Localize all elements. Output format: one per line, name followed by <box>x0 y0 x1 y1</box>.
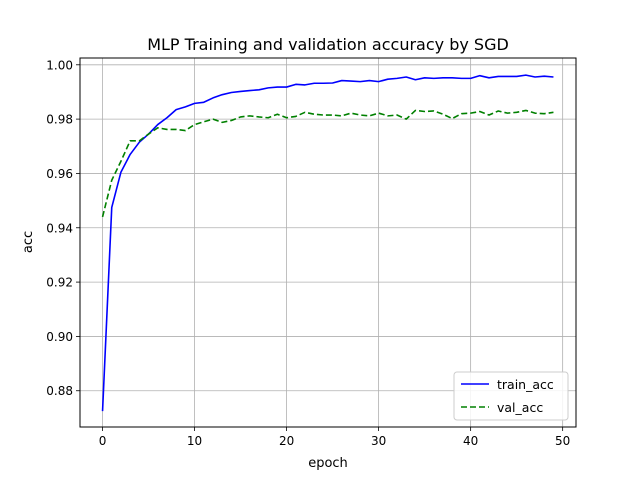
legend-label-val-acc: val_acc <box>497 400 543 415</box>
y-tick-label: 0.94 <box>46 221 73 235</box>
y-tick-label: 0.96 <box>46 167 73 181</box>
y-tick-label: 0.90 <box>46 330 73 344</box>
y-tick-label: 1.00 <box>46 58 73 72</box>
x-tick-label: 40 <box>463 434 478 448</box>
series-line-train-acc <box>101 74 554 412</box>
x-tick-label: 50 <box>555 434 570 448</box>
legend-label-train-acc: train_acc <box>497 377 554 392</box>
x-tick-label: 0 <box>99 434 107 448</box>
y-tick-label: 0.98 <box>46 113 73 127</box>
y-tick-label: 0.92 <box>46 276 73 290</box>
series-line-val-acc <box>101 109 554 218</box>
axis-ticks: 0 10 20 30 40 50 0.88 0.90 0.92 0.94 0.96 0.98 1.00 <box>46 58 570 448</box>
plot-area-frame <box>79 57 577 428</box>
x-tick-label: 10 <box>187 434 202 448</box>
plot-series <box>101 74 554 412</box>
chart-legend: train_acc val_acc <box>453 371 569 421</box>
x-axis-label: epoch <box>308 456 348 471</box>
chart-title: MLP Training and validation accuracy by … <box>147 35 509 54</box>
x-tick-label: 30 <box>371 434 386 448</box>
y-tick-label: 0.88 <box>46 384 73 398</box>
grid-lines <box>80 58 576 427</box>
x-tick-label: 20 <box>279 434 294 448</box>
y-axis-label: acc <box>21 231 36 253</box>
